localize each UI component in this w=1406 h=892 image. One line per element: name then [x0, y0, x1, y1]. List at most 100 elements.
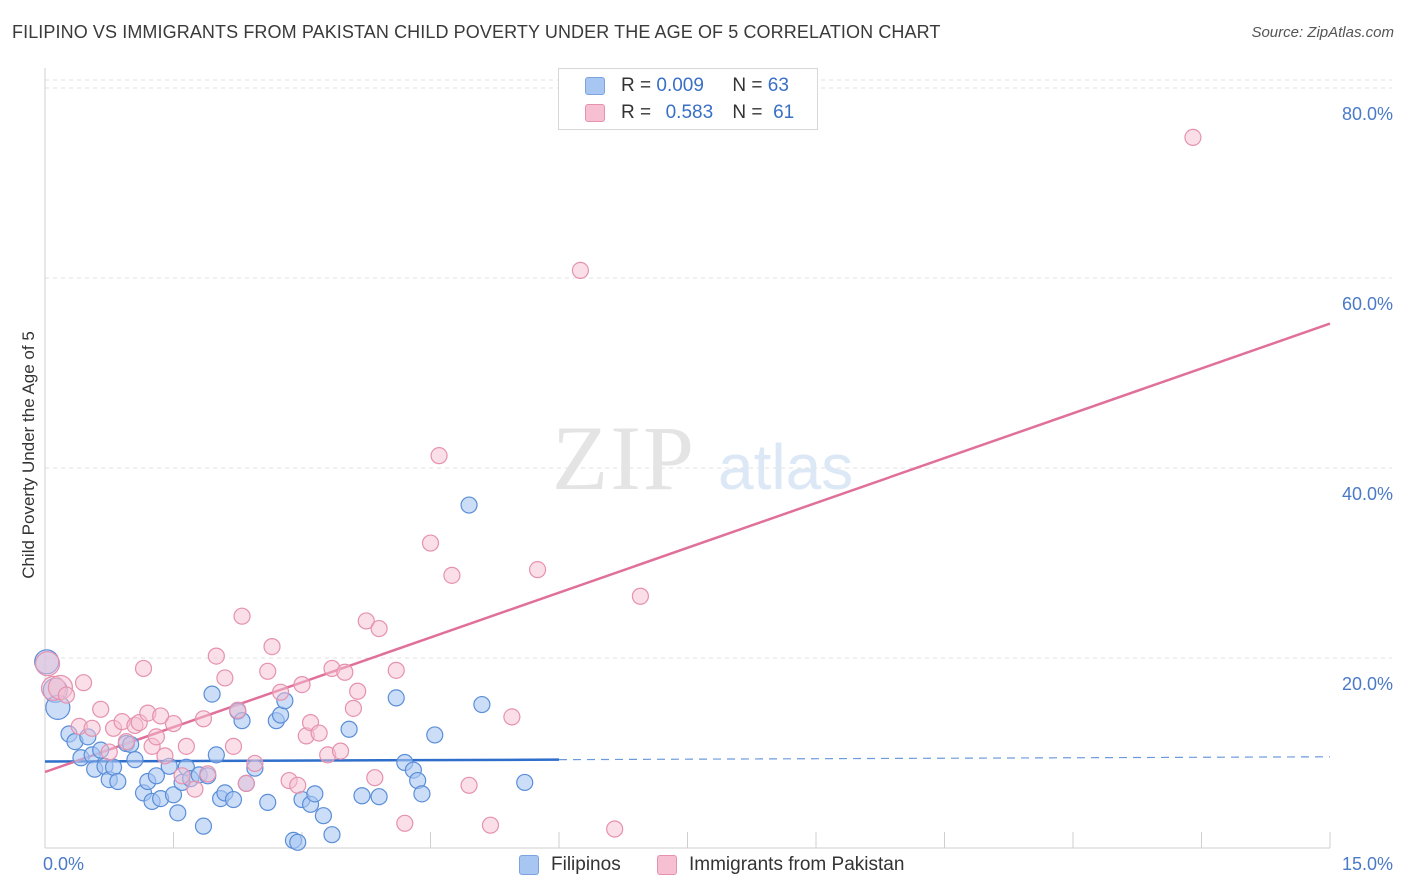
- filipino-point: [104, 758, 123, 776]
- pakistan-point: [528, 561, 547, 579]
- y-tick-label: 20.0%: [1342, 674, 1393, 694]
- pakistan-point: [1184, 128, 1202, 146]
- legend-n-label: N =: [732, 75, 763, 96]
- chart-title: FILIPINO VS IMMIGRANTS FROM PAKISTAN CHI…: [12, 22, 941, 42]
- pakistan-point: [173, 767, 191, 785]
- pakistan-point: [336, 663, 354, 681]
- filipino-point: [426, 726, 444, 744]
- legend-swatch-pink: [585, 104, 605, 122]
- legend-box: R = 0.009 N = 63 R = 0.583 N = 61: [558, 68, 818, 130]
- legend-r-label: R =: [621, 102, 652, 123]
- legend-swatch-blue: [585, 77, 605, 95]
- bottom-legend-pakistan: Immigrants from Pakistan: [657, 852, 904, 878]
- pakistan-point: [357, 612, 375, 630]
- legend-r-value: 0.583: [665, 102, 714, 123]
- bottom-legend-filipinos: Filipinos: [519, 852, 621, 878]
- filipino-point: [147, 767, 165, 785]
- filipino-point: [413, 785, 431, 803]
- bottom-swatch-blue: [519, 855, 539, 875]
- legend-n-value: 61: [773, 102, 795, 123]
- pakistan-point: [100, 743, 118, 761]
- pakistan-point: [310, 724, 328, 742]
- filipino-point: [271, 706, 290, 724]
- pakistan-point: [74, 674, 93, 692]
- pakistan-point: [199, 765, 217, 783]
- watermark: ZIP atlas: [552, 407, 853, 509]
- pakistan-point: [289, 776, 307, 794]
- filipino-point: [387, 689, 405, 707]
- pakistan-point: [233, 607, 251, 625]
- pakistan-point: [331, 742, 350, 760]
- filipino-point: [370, 788, 388, 806]
- pakistan-point: [387, 661, 405, 679]
- pakistan-point: [631, 587, 649, 605]
- pakistan-point: [177, 737, 195, 755]
- pakistan-point: [259, 662, 277, 680]
- filipino-point: [323, 826, 341, 844]
- source-label: Source: ZipAtlas.com: [1251, 24, 1394, 41]
- filipino-point: [460, 496, 478, 514]
- pakistan-point: [460, 776, 478, 794]
- pakistan-point: [57, 686, 76, 704]
- pakistan-point: [92, 700, 110, 718]
- filipino-point: [224, 790, 243, 809]
- filipino-point: [126, 751, 144, 769]
- filipino-trend-extension: [558, 756, 1331, 761]
- bottom-legend-label: Immigrants from Pakistan: [689, 854, 905, 875]
- pakistan-point: [147, 728, 165, 746]
- pakistan-point: [366, 769, 384, 787]
- filipino-point: [169, 804, 187, 822]
- y-tick-label: 40.0%: [1342, 484, 1393, 504]
- filipino-point: [473, 695, 491, 714]
- filipino-trend-line: [44, 758, 560, 763]
- bottom-swatch-pink: [657, 855, 677, 875]
- filipino-point: [203, 685, 221, 703]
- pakistan-point: [396, 814, 414, 832]
- filipino-point: [306, 785, 324, 803]
- legend-n-label: N =: [732, 102, 763, 123]
- pakistan-point: [83, 719, 101, 737]
- pakistan-point: [571, 261, 590, 279]
- filipino-point: [314, 807, 333, 825]
- pakistan-point: [164, 714, 183, 733]
- legend-r-value: 0.009: [656, 75, 704, 96]
- pakistan-point: [606, 820, 624, 838]
- pakistan-point: [224, 737, 243, 755]
- watermark-zip: ZIP: [552, 407, 696, 509]
- x-tick-label: 0.0%: [43, 854, 84, 874]
- pakistan-point: [134, 659, 153, 678]
- y-axis-label: Child Poverty Under the Age of 5: [19, 331, 38, 579]
- pakistan-point: [186, 780, 204, 798]
- pakistan-point: [152, 707, 170, 725]
- legend-row-filipinos: R = 0.009 N = 63: [585, 73, 789, 99]
- filipino-point: [207, 746, 225, 764]
- pakistan-point: [349, 682, 367, 700]
- filipino-point: [340, 720, 358, 738]
- filipino-point: [109, 772, 127, 791]
- y-tick-label: 80.0%: [1342, 104, 1393, 124]
- pakistan-point: [34, 651, 61, 677]
- axes: [44, 68, 1331, 849]
- filipino-point: [353, 787, 371, 805]
- legend-n-value: 63: [767, 75, 789, 96]
- pakistan-point: [216, 669, 234, 687]
- filipino-point: [259, 793, 277, 812]
- pakistan-point: [421, 534, 440, 552]
- pakistan-point: [117, 732, 135, 751]
- pakistan-point: [207, 647, 225, 665]
- pakistan-point: [481, 816, 500, 834]
- pakistan-point: [443, 566, 461, 584]
- pakistan-point: [430, 447, 448, 465]
- pakistan-point: [263, 637, 281, 656]
- x-tick-label: 15.0%: [1342, 854, 1393, 874]
- bottom-legend-label: Filipinos: [551, 854, 621, 875]
- filipino-point: [289, 833, 307, 851]
- pakistan-point: [237, 774, 255, 793]
- pakistan-point: [194, 710, 213, 728]
- watermark-atlas: atlas: [718, 431, 853, 503]
- pakistan-point: [156, 747, 174, 765]
- tick-labels: 20.0% 40.0% 60.0% 80.0% 0.0% 15.0%: [43, 104, 1393, 874]
- pakistan-point: [370, 619, 388, 638]
- filipino-point: [516, 773, 534, 792]
